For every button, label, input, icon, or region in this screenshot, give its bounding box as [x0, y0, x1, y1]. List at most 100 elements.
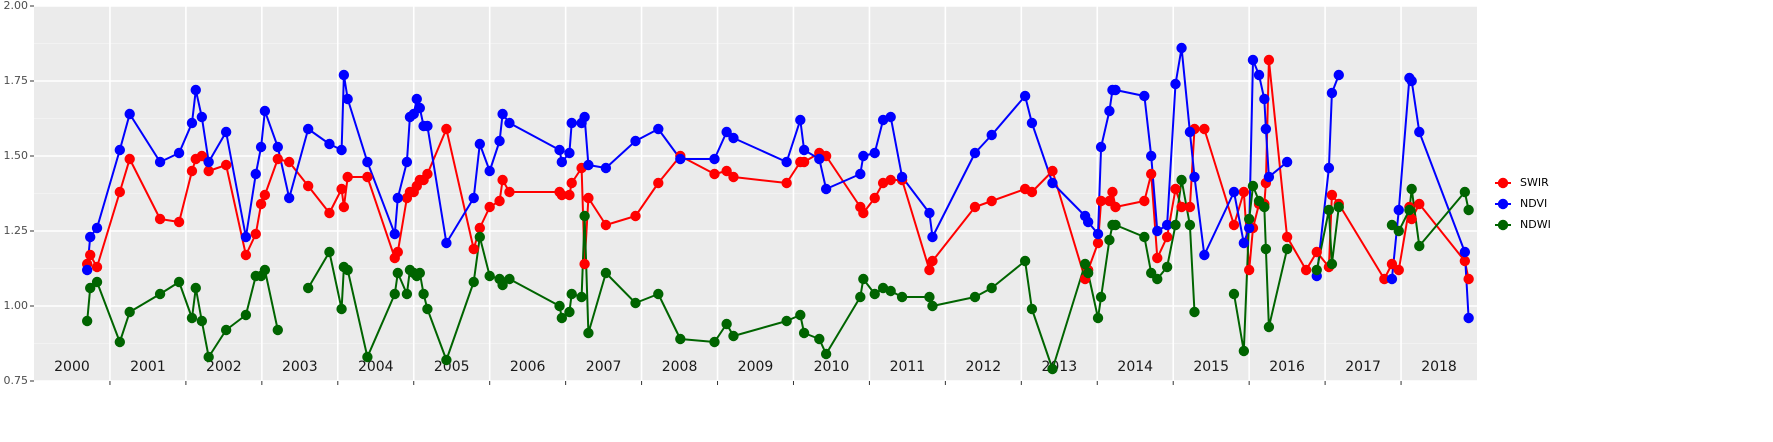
period-label: 2002: [206, 359, 242, 375]
series-point: [1161, 231, 1173, 243]
series-point: [986, 195, 997, 207]
series-point: [203, 156, 214, 168]
series-point: [1393, 264, 1404, 276]
series-point: [1263, 54, 1275, 66]
series-point: [1047, 363, 1058, 375]
y-tick-label: 1.50: [4, 149, 29, 162]
series-point: [969, 147, 981, 159]
series-point: [414, 267, 426, 279]
series-point: [1414, 240, 1425, 252]
y-tick-label: 1.00: [4, 299, 29, 312]
series-point: [259, 264, 271, 276]
series-point: [986, 129, 997, 141]
series-point: [1323, 162, 1335, 174]
series-point: [709, 168, 720, 180]
series-point: [411, 93, 422, 105]
series-point: [814, 333, 825, 345]
series-point: [583, 192, 594, 204]
series-point: [1333, 201, 1344, 213]
series-point: [255, 198, 267, 210]
series-point: [1393, 225, 1404, 237]
series-point: [186, 165, 198, 177]
period-label: 2010: [814, 359, 850, 375]
series-point: [504, 186, 515, 198]
series-point: [441, 123, 452, 135]
period-label: 2005: [434, 359, 470, 375]
series-point: [781, 177, 792, 189]
series-point: [389, 228, 400, 240]
series-point: [1243, 264, 1255, 276]
series-point: [272, 141, 283, 153]
series-point: [324, 246, 335, 258]
series-point: [1326, 258, 1338, 270]
series-point: [579, 258, 590, 270]
series-point: [1047, 177, 1058, 189]
series-point: [1263, 171, 1275, 183]
series-point: [484, 165, 495, 177]
series-point: [556, 189, 568, 201]
period-label: 2011: [890, 359, 926, 375]
series-point: [1152, 225, 1163, 237]
series-point: [675, 333, 686, 345]
series-point: [497, 174, 508, 186]
series-point: [1019, 90, 1031, 102]
series-point: [338, 201, 350, 213]
y-tick-label: 0.75: [4, 374, 29, 387]
series-point: [342, 264, 353, 276]
series-point: [468, 276, 479, 288]
series-point: [302, 180, 314, 192]
legend-point: [1497, 198, 1509, 210]
series-point: [566, 117, 577, 129]
series-point: [1259, 93, 1270, 105]
series-point: [484, 201, 495, 213]
series-point: [81, 264, 93, 276]
series-point: [124, 306, 135, 318]
series-point: [1139, 90, 1150, 102]
series-point: [173, 147, 185, 159]
series-point: [969, 201, 981, 213]
series-point: [1260, 243, 1272, 255]
series-point: [1247, 54, 1259, 66]
period-label: 2016: [1269, 359, 1305, 375]
series-point: [154, 156, 166, 168]
series-point: [554, 300, 565, 312]
series-point: [1189, 306, 1200, 318]
series-point: [820, 348, 832, 360]
series-point: [630, 297, 641, 309]
series-point: [1170, 78, 1181, 90]
series-point: [362, 156, 373, 168]
series-point: [114, 336, 126, 348]
series-point: [653, 177, 664, 189]
series-point: [1110, 219, 1121, 231]
period-label: 2008: [662, 359, 698, 375]
series-point: [1161, 261, 1173, 273]
series-point: [721, 318, 732, 330]
series-point: [422, 303, 433, 315]
series-point: [1026, 303, 1038, 315]
series-point: [675, 153, 686, 165]
series-point: [173, 216, 185, 228]
series-point: [1170, 183, 1181, 195]
series-point: [91, 261, 103, 273]
series-point: [173, 276, 185, 288]
series-point: [85, 282, 96, 294]
series-point: [1170, 219, 1181, 231]
series-point: [124, 153, 135, 165]
series-point: [1199, 249, 1210, 261]
series-point: [1110, 84, 1121, 96]
series-point: [302, 123, 314, 135]
series-point: [114, 186, 126, 198]
series-point: [1228, 219, 1240, 231]
series-point: [1333, 69, 1344, 81]
series-point: [576, 291, 587, 303]
series-point: [1176, 42, 1187, 54]
series-point: [422, 168, 433, 180]
series-point: [259, 189, 271, 201]
series-point: [414, 102, 426, 114]
legend-point: [1497, 177, 1509, 189]
series-point: [885, 285, 896, 297]
series-point: [1184, 219, 1196, 231]
series-point: [1139, 231, 1150, 243]
series-point: [869, 192, 880, 204]
series-point: [203, 351, 214, 363]
